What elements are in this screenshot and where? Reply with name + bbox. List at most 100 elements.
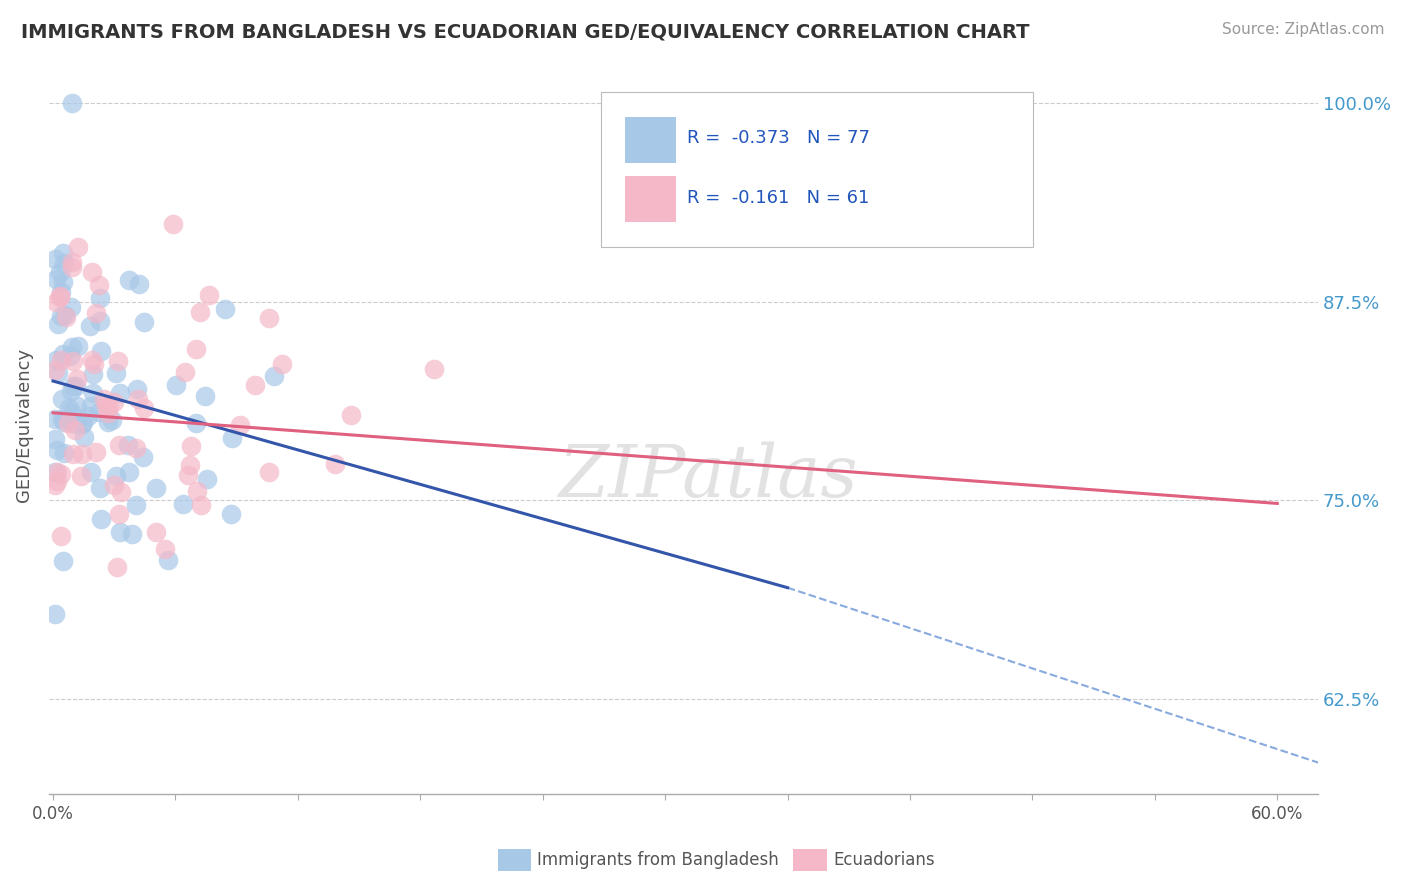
Point [80,265,103,279]
Point [107,508,129,522]
Point [89,481,111,495]
Point [51,467,73,482]
Point [52,246,75,260]
Point [145,525,167,540]
Point [105,560,128,574]
Point [48,290,70,304]
Point [153,542,176,557]
Point [127,383,149,397]
Point [70,447,93,461]
Point [118,273,141,287]
Point [339,409,361,423]
Point [184,343,207,357]
Point [87,405,110,419]
Point [44,607,66,621]
Point [62,354,84,368]
Text: R =  -0.161   N = 61: R = -0.161 N = 61 [688,189,870,207]
Point [180,438,202,452]
Point [145,482,167,496]
Point [44,478,66,492]
Point [53,308,76,322]
Point [49,285,72,299]
Point [84,445,107,459]
Point [127,392,149,406]
Point [49,352,72,367]
Point [117,466,139,480]
Point [121,526,143,541]
Point [190,499,212,513]
Point [97,406,120,420]
Point [188,305,211,319]
Point [89,314,111,328]
Point [97,415,120,429]
Point [132,401,155,415]
FancyBboxPatch shape [600,92,1032,247]
Point [270,357,292,371]
Point [197,288,219,302]
Point [60,406,83,420]
Point [62,255,84,269]
Point [53,446,76,460]
Point [125,498,148,512]
Point [229,417,252,432]
Text: R =  -0.373   N = 77: R = -0.373 N = 77 [688,129,870,147]
Point [52,554,75,568]
Point [108,438,131,452]
Point [72,415,94,429]
Point [79,399,101,413]
Point [63,423,86,437]
Point [82,367,104,381]
Point [90,511,112,525]
Text: Ecuadorians: Ecuadorians [834,851,935,869]
Point [128,277,150,291]
Point [51,412,73,426]
Point [66,399,89,413]
Point [179,458,201,473]
Point [49,289,72,303]
Point [97,400,120,414]
Point [156,552,179,566]
Point [423,362,446,376]
Point [125,441,148,455]
Point [323,457,346,471]
Point [58,401,80,416]
Point [46,442,69,457]
Point [53,256,76,270]
Point [59,349,82,363]
Point [60,95,83,110]
Point [44,466,66,480]
FancyBboxPatch shape [626,117,676,163]
Text: IMMIGRANTS FROM BANGLADESH VS ECUADORIAN GED/EQUIVALENCY CORRELATION CHART: IMMIGRANTS FROM BANGLADESH VS ECUADORIAN… [21,22,1029,41]
Point [177,468,200,483]
Point [45,271,67,285]
Point [45,352,67,367]
Point [44,252,66,266]
Point [51,392,73,406]
Point [70,417,93,431]
Point [52,347,75,361]
Point [93,392,115,407]
Point [82,385,104,400]
Point [257,465,280,479]
Point [79,319,101,334]
Point [44,433,66,447]
Point [221,431,243,445]
Point [243,378,266,392]
Point [45,465,67,479]
Point [67,240,90,254]
Point [49,309,72,323]
Point [89,278,111,293]
Point [67,339,90,353]
Point [59,384,82,399]
Point [46,317,69,331]
Point [60,340,83,354]
Point [186,483,208,498]
Text: ZIPatlas: ZIPatlas [560,442,859,512]
Point [89,291,111,305]
Point [108,386,131,401]
Point [46,367,69,381]
Point [62,379,84,393]
Point [65,379,87,393]
Point [117,438,139,452]
Y-axis label: GED/Equivalency: GED/Equivalency [15,348,32,502]
